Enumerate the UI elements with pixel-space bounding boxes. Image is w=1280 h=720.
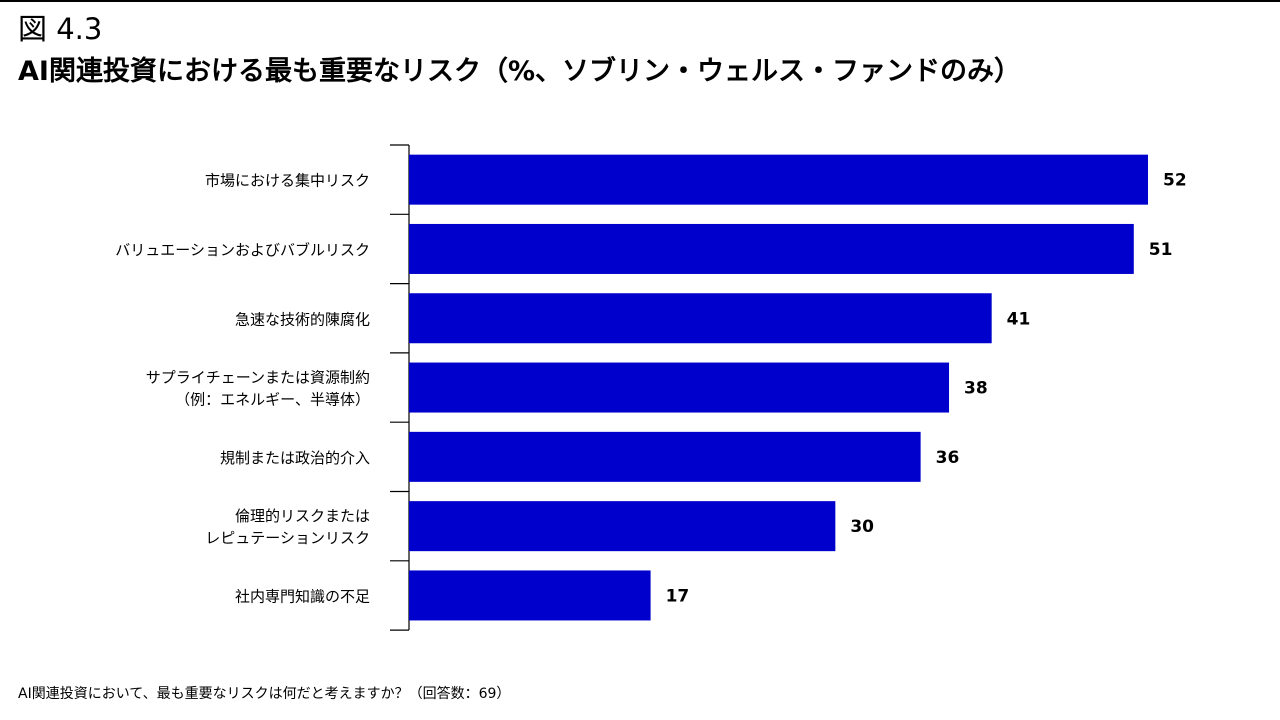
bar-value-label: 30 <box>850 517 874 537</box>
category-label-line: （例：エネルギー、半導体） <box>175 391 370 409</box>
bar-value-label: 51 <box>1149 240 1173 260</box>
bar <box>409 431 921 482</box>
figure-label: 図 4.3 <box>18 12 103 46</box>
category-label-line: バリュエーションおよびバブルリスク <box>115 241 370 259</box>
category-label-line: 倫理的リスクまたは <box>235 507 370 525</box>
category-label: 急速な技術的陳腐化 <box>235 310 370 328</box>
bar <box>409 501 836 552</box>
category-label: 倫理的リスクまたはレピュテーションリスク <box>205 507 370 547</box>
bar-value-label: 52 <box>1163 171 1187 191</box>
bar <box>409 362 950 413</box>
category-label-line: 市場における集中リスク <box>205 172 370 190</box>
bar <box>409 154 1148 205</box>
category-label: 規制または政治的介入 <box>220 449 370 467</box>
category-label-line: 急速な技術的陳腐化 <box>235 310 370 328</box>
category-label: 社内専門知識の不足 <box>235 587 370 605</box>
category-label: バリュエーションおよびバブルリスク <box>115 241 370 259</box>
category-label-line: サプライチェーンまたは資源制約 <box>146 369 370 387</box>
bar <box>409 570 651 621</box>
bar-value-label: 38 <box>964 379 988 399</box>
bar <box>409 223 1134 274</box>
top-rule <box>0 0 1280 2</box>
category-label: 市場における集中リスク <box>205 172 370 190</box>
footnote: AI関連投資において、最も重要なリスクは何だと考えますか？（回答数：69） <box>18 686 511 702</box>
bar-value-label: 41 <box>1007 309 1031 329</box>
category-label-line: 規制または政治的介入 <box>220 449 370 467</box>
category-label: サプライチェーンまたは資源制約 （例：エネルギー、半導体） <box>146 369 370 409</box>
bar-value-label: 17 <box>666 586 690 606</box>
bar <box>409 293 992 344</box>
chart-title: AI関連投資における最も重要なリスク（%、ソブリン・ウェルス・ファンドのみ） <box>18 56 1021 87</box>
category-label-line: レピュテーションリスク <box>205 529 370 547</box>
bar-value-label: 36 <box>936 448 960 468</box>
category-label-line: 社内専門知識の不足 <box>235 587 370 605</box>
